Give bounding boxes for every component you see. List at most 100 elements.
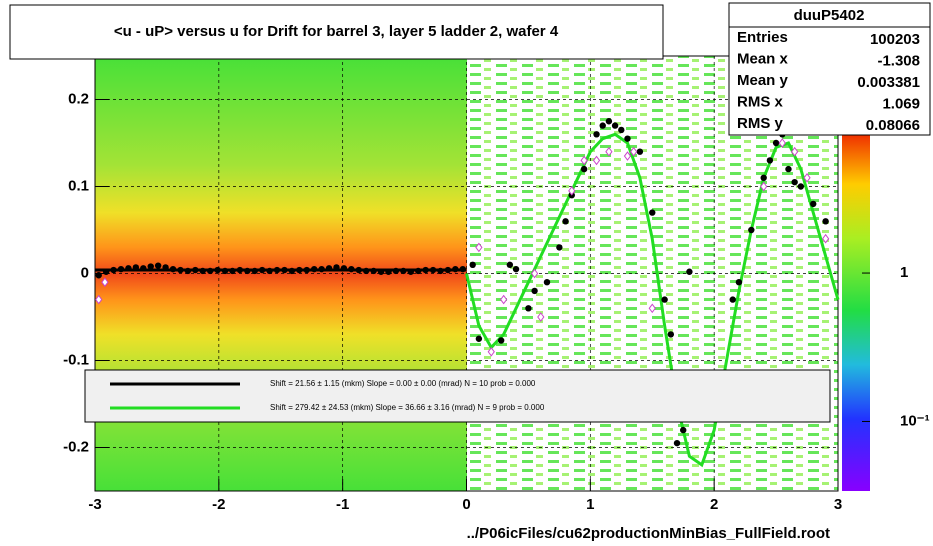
profile-point <box>475 242 483 253</box>
stats-label: Mean x <box>737 50 789 67</box>
stats-value: 0.003381 <box>857 74 920 91</box>
profile-point <box>318 265 325 273</box>
profile-point <box>147 263 154 270</box>
profile-point <box>821 233 830 244</box>
profile-point <box>543 279 551 286</box>
y-tick-label: -0.1 <box>63 351 89 368</box>
profile-point <box>599 122 606 129</box>
profile-point <box>452 265 459 273</box>
profile-point <box>221 267 229 275</box>
profile-point <box>593 131 600 138</box>
profile-point <box>791 146 799 157</box>
stats-label: Entries <box>737 29 788 46</box>
profile-point <box>377 268 385 275</box>
profile-point <box>772 139 780 147</box>
profile-point <box>525 305 532 312</box>
z-tick-label: 1 <box>900 264 908 281</box>
profile-point <box>580 165 588 173</box>
profile-point <box>422 266 429 274</box>
profile-point <box>661 296 668 303</box>
profile-point <box>562 218 569 225</box>
profile-point <box>392 267 400 275</box>
profile-point <box>605 118 613 125</box>
profile-point <box>506 261 514 268</box>
profile-point <box>415 267 422 275</box>
profile-point <box>236 266 244 274</box>
profile-point <box>760 181 768 192</box>
profile-point <box>229 267 236 275</box>
profile-point <box>95 294 103 305</box>
profile-point <box>778 138 786 148</box>
profile-point <box>132 264 140 271</box>
x-tick-label: 0 <box>462 496 470 513</box>
profile-point <box>673 439 681 447</box>
profile-point <box>568 186 576 196</box>
profile-point <box>177 266 184 274</box>
profile-point <box>296 266 303 274</box>
profile-point <box>199 267 206 275</box>
profile-point <box>385 268 392 275</box>
stats-value: 100203 <box>870 31 920 48</box>
profile-point <box>624 135 631 142</box>
chart-title: <u - uP> versus u for Drift for barrel 3… <box>114 23 559 40</box>
profile-point <box>580 155 588 166</box>
profile-point <box>437 267 444 275</box>
profile-point <box>140 265 147 272</box>
fit-line <box>465 132 840 468</box>
legend-label: Shift = 279.42 ± 24.53 (mkm) Slope = 36.… <box>270 403 545 412</box>
profile-point <box>810 200 817 208</box>
profile-point <box>618 126 625 134</box>
x-tick-label: 1 <box>586 496 594 513</box>
profile-point <box>333 264 340 271</box>
profile-point <box>729 296 736 303</box>
profile-point <box>680 426 687 434</box>
profile-point <box>117 265 125 273</box>
stats-value: -1.308 <box>877 52 920 69</box>
profile-point <box>760 174 767 181</box>
x-tick-label: -1 <box>336 496 349 513</box>
profile-point <box>748 226 755 234</box>
profile-point <box>487 346 495 357</box>
profile-point <box>102 268 110 275</box>
profile-point <box>407 268 414 275</box>
stats-value: 1.069 <box>882 95 920 112</box>
legend-label: Shift = 21.56 ± 1.15 (mkm) Slope = 0.00 … <box>270 379 536 388</box>
profile-point <box>791 178 798 186</box>
y-tick-label: 0.1 <box>68 177 89 194</box>
z-tick-label: 10⁻¹ <box>900 412 930 429</box>
profile-point <box>400 267 407 275</box>
y-tick-label: 0 <box>81 264 89 281</box>
profile-point <box>251 267 258 275</box>
profile-point <box>429 266 437 274</box>
profile-point <box>444 266 452 274</box>
y-tick-label: -0.2 <box>63 438 89 455</box>
profile-point <box>630 146 638 157</box>
profile-point <box>459 265 466 273</box>
profile-point <box>497 337 505 344</box>
profile-point <box>95 272 102 279</box>
profile-point <box>281 266 288 274</box>
profile-point <box>735 279 743 286</box>
profile-point <box>766 157 774 164</box>
stats-label: RMS x <box>737 93 784 110</box>
profile-point <box>258 266 266 274</box>
profile-point <box>537 312 545 322</box>
profile-point <box>785 165 792 173</box>
profile-point <box>325 265 333 272</box>
profile-point <box>303 266 310 274</box>
profile-point <box>184 267 192 275</box>
profile-point <box>469 261 476 268</box>
profile-point <box>648 303 656 314</box>
stats-label: Mean y <box>737 72 789 89</box>
profile-point <box>288 267 296 275</box>
stats-title: duuP5402 <box>794 7 865 24</box>
stats-value: 0.08066 <box>866 117 920 134</box>
source-file: ../P06icFiles/cu62productionMinBias_Full… <box>467 525 830 542</box>
profile-point <box>355 266 362 274</box>
profile-point <box>206 267 214 275</box>
profile-point <box>512 265 520 273</box>
profile-point <box>214 266 221 274</box>
profile-point <box>531 287 538 295</box>
profile-point <box>623 151 632 161</box>
